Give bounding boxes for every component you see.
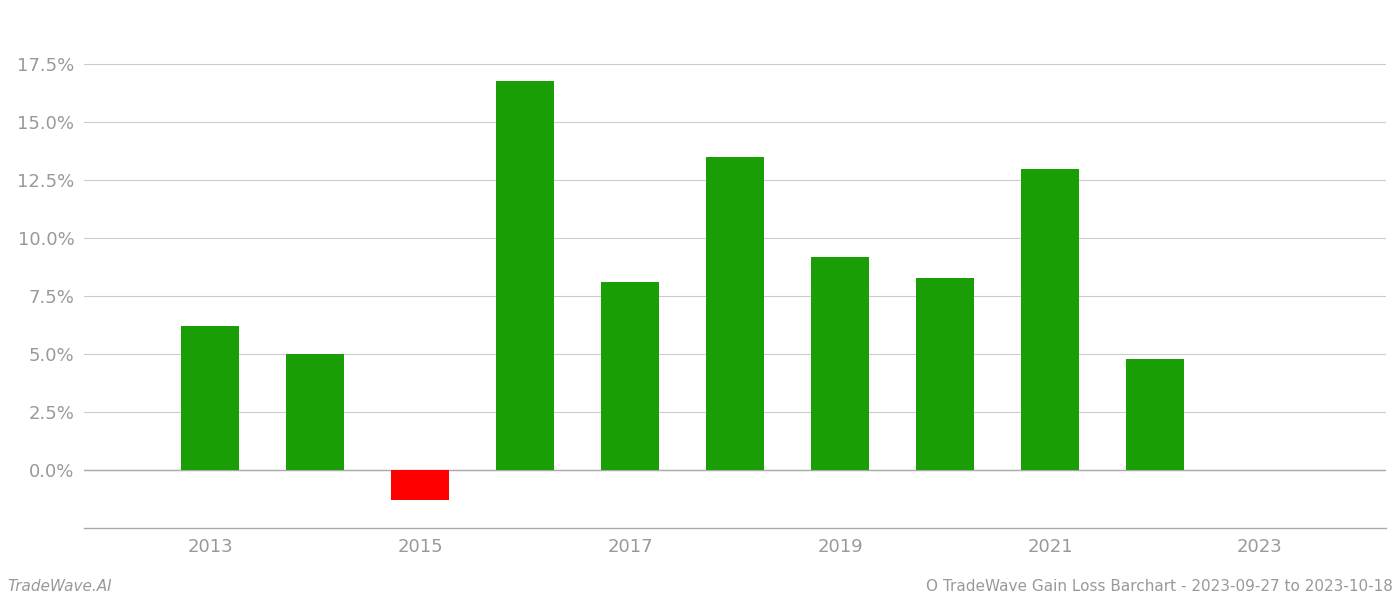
Bar — [601, 282, 659, 470]
Bar — [496, 80, 554, 470]
Bar — [181, 326, 239, 470]
Bar — [286, 354, 344, 470]
Bar — [706, 157, 764, 470]
Bar — [811, 257, 869, 470]
Bar — [1126, 359, 1184, 470]
Bar — [391, 470, 449, 500]
Bar — [1021, 169, 1079, 470]
Text: O TradeWave Gain Loss Barchart - 2023-09-27 to 2023-10-18: O TradeWave Gain Loss Barchart - 2023-09… — [927, 579, 1393, 594]
Bar — [916, 278, 974, 470]
Text: TradeWave.AI: TradeWave.AI — [7, 579, 112, 594]
